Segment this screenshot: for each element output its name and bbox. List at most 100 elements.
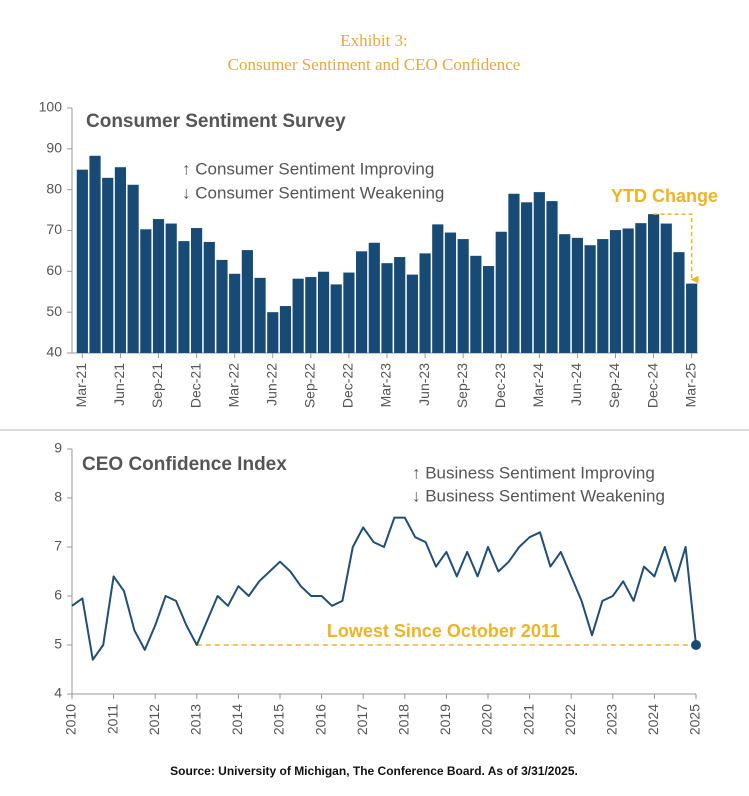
bar [152,219,165,353]
bar [114,167,127,353]
bar [546,201,558,353]
bar [216,259,228,353]
x-tick-label: 2021 [520,704,536,735]
y-tick-label: 40 [46,344,62,360]
x-tick-label: 2020 [479,704,495,735]
x-tick-label: Sep-22 [302,363,318,408]
annotation: Lowest Since October 2011 [327,621,560,641]
y-tick-label: 4 [54,685,62,701]
bar [432,224,444,353]
x-tick-label: 2013 [188,704,204,735]
bar [406,274,418,353]
bar [686,283,698,353]
x-tick-label: Mar-25 [682,363,698,408]
y-tick-label: 5 [54,636,62,652]
exhibit-title: Consumer Sentiment and CEO Confidence [228,55,521,74]
bar [597,239,609,353]
bar [381,263,393,353]
x-tick-label: 2023 [604,704,620,735]
bar [533,192,545,353]
x-tick-label: 2019 [437,704,453,735]
x-tick-label: Mar-22 [225,363,241,408]
bar [165,223,177,353]
x-tick-label: Sep-21 [149,363,165,408]
bar [521,202,533,353]
bar [368,242,380,353]
bar [102,177,114,353]
bar [508,193,520,353]
bar [140,229,152,353]
y-tick-label: 6 [54,587,62,603]
x-tick-label: Dec-22 [340,363,356,408]
bar [495,231,507,353]
x-tick-label: Jun-21 [111,363,127,406]
x-tick-label: 2024 [645,704,661,735]
x-tick-label: Mar-21 [73,363,89,408]
source: Source: University of Michigan, The Conf… [170,764,578,778]
x-tick-label: 2016 [312,704,328,735]
x-tick-label: 2017 [354,704,370,735]
bar [330,284,342,353]
bar [241,250,253,353]
bar [229,273,241,353]
annotation: ↑ Business Sentiment Improving [412,463,655,482]
bar [267,312,279,353]
annotation: ↑ Consumer Sentiment Improving [182,159,434,178]
exhibit-label: Exhibit 3: [340,31,408,50]
x-tick-label: Sep-24 [606,363,622,408]
y-tick-label: 70 [46,221,62,237]
x-tick-label: Jun-22 [263,363,279,406]
y-tick-label: 9 [54,440,62,456]
bar [317,271,330,353]
bar [127,184,139,353]
bar [457,239,469,353]
bar [191,228,203,353]
x-tick-label: 2025 [687,704,703,735]
bar [609,230,622,353]
bar [482,266,495,353]
bar [470,255,482,353]
x-tick-label: 2014 [229,704,245,735]
bar [343,272,355,353]
x-tick-label: 2011 [104,704,120,734]
bar [444,232,457,353]
y-tick-label: 7 [54,538,62,554]
x-tick-label: Sep-23 [454,363,470,408]
bar [673,252,685,353]
x-tick-label: Jun-24 [568,363,584,406]
bar [254,277,266,353]
y-tick-label: 80 [46,180,62,196]
x-tick-label: Dec-24 [644,363,660,408]
bar [292,278,304,353]
y-tick-label: 50 [46,303,62,319]
line [71,516,697,661]
bar [622,228,634,353]
x-tick-label: 2010 [63,704,79,735]
y-tick-label: 100 [39,99,63,115]
x-tick-label: Jun-23 [416,363,432,406]
x-tick-label: 2018 [396,704,412,735]
bar [394,257,406,353]
x-tick-label: 2015 [271,704,287,735]
chart-title: Consumer Sentiment Survey [86,111,346,132]
chart-title: CEO Confidence Index [82,454,287,475]
bar [76,169,88,353]
y-tick-label: 8 [54,489,62,505]
bar [203,241,215,353]
x-tick-label: Dec-21 [187,363,203,408]
annotation: ↓ Business Sentiment Weakening [412,486,665,505]
bar [635,223,647,353]
x-tick-label: Mar-23 [378,363,394,408]
bar [89,155,101,353]
y-tick-label: 60 [46,262,62,278]
y-tick-label: 90 [46,140,62,156]
bar [279,306,292,353]
bar [584,245,596,353]
bar [419,253,431,353]
x-tick-label: Mar-24 [530,363,546,408]
bar [356,251,368,353]
bar [559,234,571,353]
x-tick-label: Dec-23 [492,363,508,408]
bar [571,237,583,353]
